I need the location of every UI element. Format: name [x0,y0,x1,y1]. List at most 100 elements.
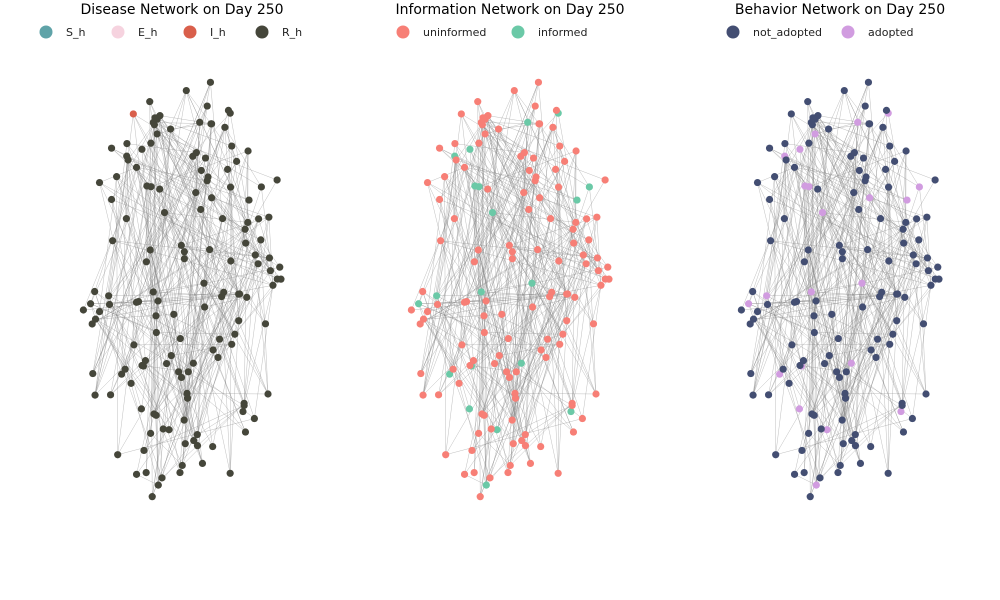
edge [573,242,598,259]
node [537,346,545,354]
edge [230,187,239,321]
node [183,394,192,402]
node [221,123,229,131]
edge [750,159,787,374]
edge [817,115,861,464]
edge [752,291,780,375]
node [808,121,816,129]
node [886,340,894,348]
edge [525,229,574,435]
node [156,185,164,193]
edge [209,249,274,286]
edge [814,332,821,478]
edge [121,161,237,375]
node [534,246,542,254]
node [790,163,799,171]
edge [164,212,271,271]
edge [918,239,927,394]
edge [552,127,567,321]
node [909,251,917,259]
edge [146,185,269,395]
edge [769,199,843,421]
edge [138,82,211,302]
edge [445,418,583,455]
edge [489,403,573,479]
edge [912,285,932,419]
node [140,446,148,455]
node [551,165,560,173]
node [924,267,933,275]
edge [229,150,249,474]
edge [454,156,502,315]
node [767,237,775,245]
edge [108,295,214,351]
edge [474,185,476,262]
edge [466,82,539,302]
edge [484,332,491,478]
node [209,346,217,354]
node [851,430,859,439]
edge [804,145,890,262]
edge [769,148,889,262]
edge [844,393,927,395]
edge [514,90,540,124]
node [457,110,465,118]
node [470,258,478,266]
node [891,157,899,165]
edge [153,283,204,293]
node [192,189,200,197]
edge [750,249,868,325]
node [414,300,423,308]
edge [487,115,517,372]
panel-title: Behavior Network on Day 250 [735,2,945,18]
edge [768,133,816,395]
edge [492,212,564,335]
node [923,254,932,262]
node [800,469,808,477]
node [458,341,466,349]
edge [478,156,522,251]
node [146,246,154,254]
edge [557,113,584,256]
node [879,123,887,131]
node [129,110,137,118]
edge [509,209,529,378]
node [510,86,518,95]
node [913,215,921,223]
node [146,98,154,106]
edge [753,318,846,399]
node [176,334,184,343]
edge [815,176,867,302]
node [226,469,234,477]
edge [752,212,823,396]
edge [512,251,564,335]
node [552,106,561,114]
edge [471,293,568,367]
edge [136,167,188,399]
node [744,300,753,308]
node [243,293,251,301]
edge [868,123,895,162]
legend-marker [396,25,410,39]
edge [185,161,237,444]
node [481,130,489,138]
edge [133,113,197,153]
node [505,241,513,249]
node [572,218,580,227]
edge [153,293,239,415]
node [478,121,486,129]
edge [862,306,872,351]
edge [159,115,189,372]
edge [817,188,938,268]
edge [145,360,186,444]
node [864,246,872,254]
edge [839,209,859,378]
node [804,98,812,106]
node [934,263,942,271]
edge [146,192,196,262]
edge [513,161,565,444]
edge [124,156,194,370]
edge [538,123,565,162]
edge [532,306,542,351]
edge [133,113,157,316]
